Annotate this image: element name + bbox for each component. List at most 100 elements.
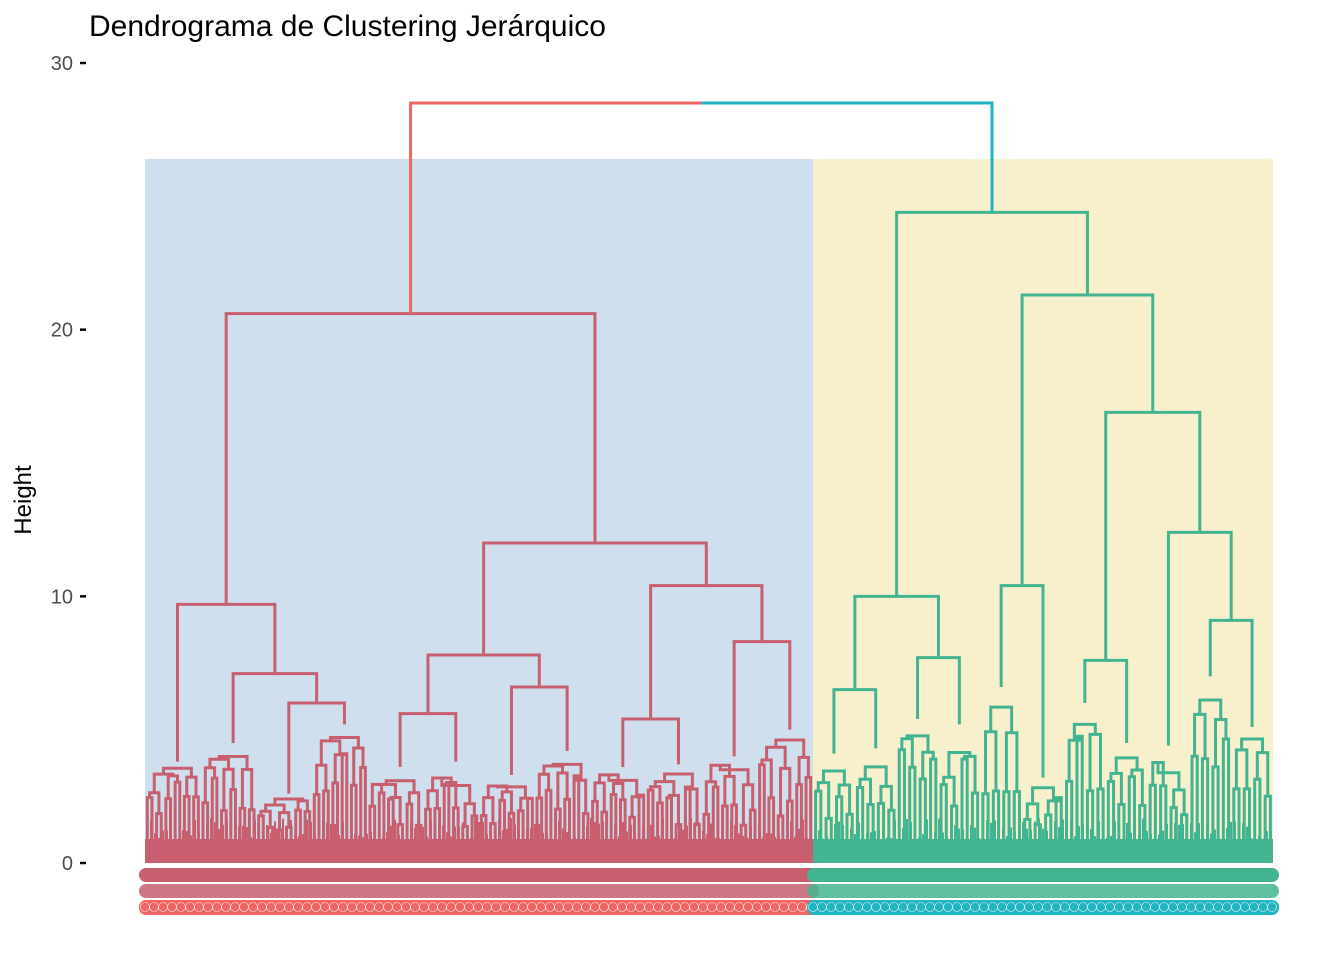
merge-link-fringe xyxy=(1198,698,1223,720)
merge-link-fringe xyxy=(1211,765,1220,853)
merge-link-fringe xyxy=(329,736,360,748)
leaf-label-glyph xyxy=(554,902,564,912)
leaf-label-glyph xyxy=(500,902,510,912)
leaf-label-glyph xyxy=(743,902,753,912)
leaf-label-glyph xyxy=(401,902,411,912)
merge-link-fringe xyxy=(431,776,453,791)
merge-link-fringe xyxy=(312,793,321,853)
leaf-label-glyph xyxy=(797,902,807,912)
merge-link-fringe xyxy=(1012,790,1021,853)
merge-link-fringe xyxy=(591,799,599,853)
merge-link-fringe xyxy=(774,738,806,758)
leaf-label-glyph xyxy=(491,902,501,912)
leaf-label-glyph xyxy=(293,902,303,912)
leaf-label-glyph xyxy=(898,902,908,912)
leaf-label-glyph xyxy=(788,902,798,912)
merge-link-fringe xyxy=(897,748,906,853)
leaf-label-glyph xyxy=(320,902,330,912)
leaf-label-glyph xyxy=(140,902,150,912)
merge-link-fringe xyxy=(1031,786,1055,804)
leaf-label-glyph xyxy=(581,902,591,912)
merge-link-fringe xyxy=(1253,777,1262,853)
leaf-label-glyph xyxy=(853,902,863,912)
leaf-label-glyph xyxy=(889,902,899,912)
leaf-label-glyph xyxy=(266,902,276,912)
merge-link-fringe xyxy=(1159,784,1168,853)
merge-link-fringe xyxy=(384,779,416,793)
leaf-label-glyph xyxy=(779,902,789,912)
merge-link-fringe xyxy=(663,772,694,789)
leaf-label-glyph xyxy=(464,902,474,912)
leaf-label-glyph xyxy=(835,902,845,912)
merge-link-fringe xyxy=(821,769,846,786)
merge-link-fringe xyxy=(407,791,421,826)
leaf-label-glyph xyxy=(338,902,348,912)
merge-link-fringe xyxy=(665,796,674,853)
leaf-label-glyph xyxy=(374,902,384,912)
leaf-label-glyph xyxy=(916,902,926,912)
root-link-left xyxy=(409,101,702,314)
merge-link xyxy=(398,712,458,767)
merge-link-fringe xyxy=(1156,762,1181,790)
y-tick-label: 20 xyxy=(51,320,73,342)
leaf-label-glyph xyxy=(455,902,465,912)
leaf-label-glyph xyxy=(1096,902,1106,912)
merge-link-fringe xyxy=(551,762,583,781)
merge-link-fringe xyxy=(463,802,476,827)
leaf-label-glyph xyxy=(626,902,636,912)
merge-link-fringe xyxy=(1234,748,1249,789)
merge-link-fringe xyxy=(1172,788,1186,815)
leaf-base-layer xyxy=(145,817,1273,865)
leaf-label-glyph xyxy=(934,902,944,912)
leaf-label-glyph xyxy=(1249,902,1259,912)
merge-link-fringe xyxy=(704,780,718,815)
merge-link-fringe xyxy=(1193,712,1207,759)
leaf-label-glyph xyxy=(961,902,971,912)
merge-link-fringe xyxy=(349,783,358,853)
merge-link-fringe xyxy=(273,797,305,806)
leaf-label-glyph xyxy=(410,902,420,912)
merge-link-fringe xyxy=(814,789,823,853)
leaf-label-glyph xyxy=(545,902,555,912)
chart-title: Dendrograma de Clustering Jerárquico xyxy=(89,10,606,43)
merge-link-fringe xyxy=(333,753,346,783)
merge-link-fringe xyxy=(1127,775,1136,853)
merge-link-fringe xyxy=(1263,794,1272,853)
merge-link-fringe xyxy=(1075,734,1084,853)
leaf-label-glyph xyxy=(925,902,935,912)
leaf-label-glyph xyxy=(761,902,771,912)
leaf-label-glyph xyxy=(212,902,222,912)
merge-link-fringe xyxy=(192,795,200,853)
merge-link xyxy=(832,688,878,754)
leaf-label-glyph xyxy=(1051,902,1061,912)
merge-link-fringe xyxy=(278,811,291,831)
merge-link-fringe xyxy=(991,789,1001,853)
leaf-label-glyph xyxy=(752,902,762,912)
merge-link-fringe xyxy=(210,776,219,853)
leaf-label-glyph xyxy=(482,902,492,912)
leaf-label-glyph xyxy=(770,902,780,912)
leaf-label-glyph xyxy=(302,902,312,912)
y-axis: 0 10 20 30 xyxy=(51,53,86,875)
merge-link-fringe xyxy=(950,804,959,853)
leaf-label-glyph xyxy=(943,902,953,912)
leaf-label-glyph xyxy=(599,902,609,912)
merge-link-fringe xyxy=(1109,771,1123,805)
merge-link-fringe xyxy=(1214,718,1228,767)
leaf-label-glyph xyxy=(509,902,519,912)
leaf-label-glyph xyxy=(635,902,645,912)
leaf-label-glyph xyxy=(698,902,708,912)
merge-link-fringe xyxy=(182,795,191,853)
merge-link-fringe xyxy=(238,806,247,853)
leaf-label-glyph xyxy=(590,902,600,912)
merge-link-fringe xyxy=(222,767,235,811)
merge-link-fringe xyxy=(942,775,956,806)
leaf-label-glyph xyxy=(1132,902,1142,912)
leaf-label-glyph xyxy=(275,902,285,912)
merge-link-fringe xyxy=(486,784,509,798)
merge-link-fringe xyxy=(776,814,785,853)
merge-link-fringe xyxy=(507,811,516,853)
merge-link-fringe xyxy=(741,783,755,826)
leaf-label-glyph xyxy=(176,902,186,912)
leaf-label-glyph xyxy=(671,902,681,912)
